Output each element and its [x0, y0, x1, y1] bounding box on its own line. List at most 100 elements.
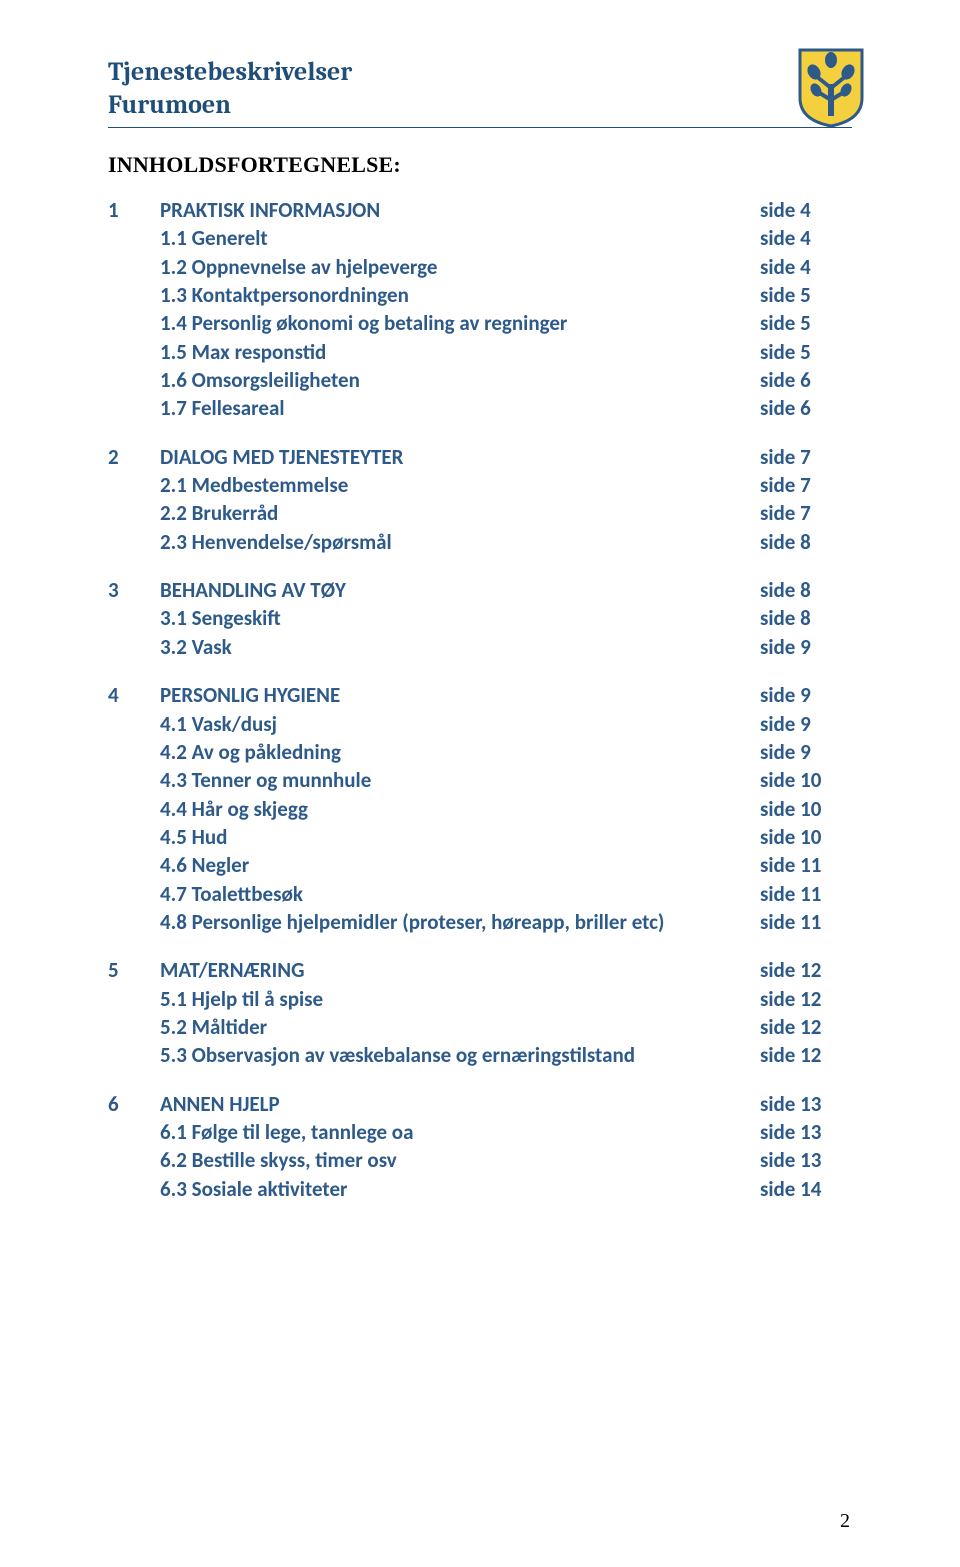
toc-section-number: 5	[108, 956, 160, 984]
toc-row: 3.2 Vaskside 9	[108, 633, 852, 661]
toc-row: 5.1 Hjelp til å spiseside 12	[108, 985, 852, 1013]
toc-row: 4PERSONLIG HYGIENEside 9	[108, 681, 852, 709]
toc-item-page: side 12	[760, 956, 852, 984]
toc-item-page: side 8	[760, 528, 852, 556]
toc-item-page: side 6	[760, 366, 852, 394]
toc-item-label: 4.1 Vask/dusj	[160, 710, 760, 738]
toc-item-label: 4.3 Tenner og munnhule	[160, 766, 760, 794]
document-header: Tjenestebeskrivelser Furumoen	[108, 56, 852, 128]
toc-row: 1.2 Oppnevnelse av hjelpevergeside 4	[108, 253, 852, 281]
toc-item-label: 2.2 Brukerråd	[160, 499, 760, 527]
toc-row: 1.3 Kontaktpersonordningenside 5	[108, 281, 852, 309]
toc-item-page: side 6	[760, 394, 852, 422]
toc-section: 3BEHANDLING AV TØYside 83.1 Sengeskiftsi…	[108, 576, 852, 661]
toc-item-page: side 5	[760, 309, 852, 337]
toc-section: 2DIALOG MED TJENESTEYTERside 72.1 Medbes…	[108, 443, 852, 556]
content-area: INNHOLDSFORTEGNELSE: 1PRAKTISK INFORMASJ…	[108, 152, 852, 1203]
toc-item-page: side 10	[760, 823, 852, 851]
toc-item-label: 2.3 Henvendelse/spørsmål	[160, 528, 760, 556]
toc-item-page: side 5	[760, 281, 852, 309]
toc-row: 5MAT/ERNÆRINGside 12	[108, 956, 852, 984]
toc-item-page: side 13	[760, 1090, 852, 1118]
toc-item-label: 1.1 Generelt	[160, 224, 760, 252]
toc-row: 1.6 Omsorgsleilighetenside 6	[108, 366, 852, 394]
toc-item-page: side 14	[760, 1175, 852, 1203]
toc-item-page: side 8	[760, 576, 852, 604]
toc-item-label: 1.2 Oppnevnelse av hjelpeverge	[160, 253, 760, 281]
toc-row: 1.4 Personlig økonomi og betaling av reg…	[108, 309, 852, 337]
toc-row: 2.2 Brukerrådside 7	[108, 499, 852, 527]
toc-row: 4.7 Toalettbesøkside 11	[108, 880, 852, 908]
toc-item-label: 1.5 Max responstid	[160, 338, 760, 366]
toc-item-page: side 9	[760, 681, 852, 709]
toc-item-label: ANNEN HJELP	[160, 1090, 760, 1118]
toc-section: 4PERSONLIG HYGIENEside 94.1 Vask/dusjsid…	[108, 681, 852, 936]
toc-item-label: 4.6 Negler	[160, 851, 760, 879]
toc-row: 2.3 Henvendelse/spørsmålside 8	[108, 528, 852, 556]
toc-item-page: side 7	[760, 499, 852, 527]
toc-row: 4.1 Vask/dusjside 9	[108, 710, 852, 738]
header-line2: Furumoen	[108, 89, 852, 122]
municipal-crest-icon	[798, 48, 864, 128]
page-number: 2	[840, 1510, 850, 1533]
toc-item-label: 4.7 Toalettbesøk	[160, 880, 760, 908]
toc-row: 3BEHANDLING AV TØYside 8	[108, 576, 852, 604]
toc-item-page: side 4	[760, 196, 852, 224]
toc-item-label: 3.2 Vask	[160, 633, 760, 661]
toc-item-page: side 9	[760, 710, 852, 738]
toc-item-label: PERSONLIG HYGIENE	[160, 681, 760, 709]
toc-row: 1.7 Fellesarealside 6	[108, 394, 852, 422]
toc-row: 4.2 Av og påkledningside 9	[108, 738, 852, 766]
toc-item-page: side 12	[760, 1041, 852, 1069]
toc-item-page: side 13	[760, 1118, 852, 1146]
toc-row: 6.3 Sosiale aktiviteterside 14	[108, 1175, 852, 1203]
toc-row: 4.3 Tenner og munnhuleside 10	[108, 766, 852, 794]
toc-item-page: side 4	[760, 224, 852, 252]
toc-row: 6ANNEN HJELPside 13	[108, 1090, 852, 1118]
toc-item-label: BEHANDLING AV TØY	[160, 576, 760, 604]
toc-item-page: side 13	[760, 1146, 852, 1174]
toc-section: 5MAT/ERNÆRINGside 125.1 Hjelp til å spis…	[108, 956, 852, 1069]
toc-row: 4.8 Personlige hjelpemidler (proteser, h…	[108, 908, 852, 936]
toc-item-page: side 12	[760, 985, 852, 1013]
toc-section: 6ANNEN HJELPside 136.1 Følge til lege, t…	[108, 1090, 852, 1203]
toc-item-label: 1.4 Personlig økonomi og betaling av reg…	[160, 309, 760, 337]
toc-row: 4.6 Neglerside 11	[108, 851, 852, 879]
toc-item-page: side 7	[760, 471, 852, 499]
toc-item-page: side 10	[760, 766, 852, 794]
toc-item-label: 4.8 Personlige hjelpemidler (proteser, h…	[160, 908, 760, 936]
toc-item-label: 1.6 Omsorgsleiligheten	[160, 366, 760, 394]
toc-section: 1PRAKTISK INFORMASJONside 41.1 Generelts…	[108, 196, 852, 423]
toc-row: 1.5 Max responstidside 5	[108, 338, 852, 366]
toc-row: 2.1 Medbestemmelseside 7	[108, 471, 852, 499]
toc-item-label: 4.5 Hud	[160, 823, 760, 851]
toc-section-number: 3	[108, 576, 160, 604]
toc-item-page: side 9	[760, 738, 852, 766]
toc-item-label: 5.2 Måltider	[160, 1013, 760, 1041]
toc-item-page: side 7	[760, 443, 852, 471]
toc-section-number: 2	[108, 443, 160, 471]
toc-item-label: 1.3 Kontaktpersonordningen	[160, 281, 760, 309]
toc-item-label: 6.2 Bestille skyss, timer osv	[160, 1146, 760, 1174]
toc-row: 4.5 Hudside 10	[108, 823, 852, 851]
header-line1: Tjenestebeskrivelser	[108, 56, 852, 89]
toc-item-page: side 9	[760, 633, 852, 661]
toc-item-label: 4.4 Hår og skjegg	[160, 795, 760, 823]
toc-item-label: MAT/ERNÆRING	[160, 956, 760, 984]
toc-item-page: side 11	[760, 908, 852, 936]
toc-item-page: side 11	[760, 851, 852, 879]
toc-item-label: 2.1 Medbestemmelse	[160, 471, 760, 499]
toc-item-page: side 10	[760, 795, 852, 823]
toc-row: 5.3 Observasjon av væskebalanse og ernær…	[108, 1041, 852, 1069]
toc-item-label: 5.3 Observasjon av væskebalanse og ernær…	[160, 1041, 760, 1069]
toc-item-page: side 4	[760, 253, 852, 281]
toc-section-number: 1	[108, 196, 160, 224]
toc-item-label: 1.7 Fellesareal	[160, 394, 760, 422]
toc-row: 2DIALOG MED TJENESTEYTERside 7	[108, 443, 852, 471]
toc-row: 1PRAKTISK INFORMASJONside 4	[108, 196, 852, 224]
toc-item-label: DIALOG MED TJENESTEYTER	[160, 443, 760, 471]
toc-item-page: side 12	[760, 1013, 852, 1041]
toc-container: 1PRAKTISK INFORMASJONside 41.1 Generelts…	[108, 196, 852, 1203]
toc-row: 1.1 Genereltside 4	[108, 224, 852, 252]
toc-row: 3.1 Sengeskiftside 8	[108, 604, 852, 632]
